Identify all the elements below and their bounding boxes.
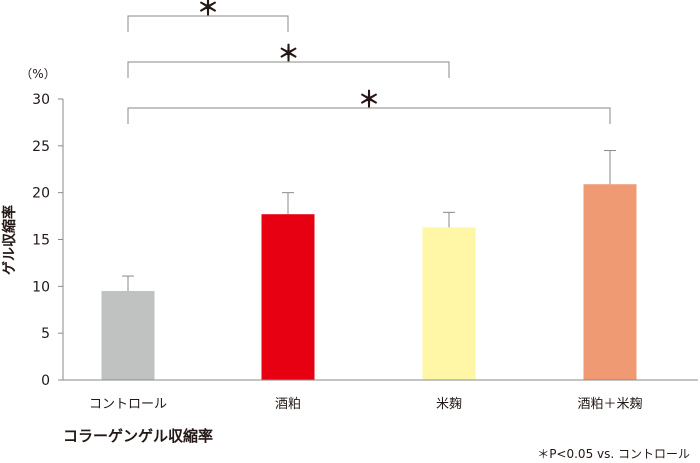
- bar: [261, 214, 315, 380]
- significance-footnote: ＊P<0.05 vs. コントロール: [537, 447, 690, 461]
- significance-bracket: [127, 107, 611, 124]
- y-tick-label: 10: [32, 279, 50, 295]
- bar: [101, 291, 155, 380]
- x-category-label: 酒粕: [275, 397, 301, 412]
- significance-bracket: [127, 15, 289, 32]
- chart-title: コラーゲンゲル収縮率: [63, 427, 213, 445]
- bar: [422, 227, 476, 380]
- y-axis-label: ゲル収縮率: [1, 205, 18, 275]
- y-tick-label: 15: [32, 233, 50, 249]
- significance-star: ＊: [197, 0, 219, 21]
- y-tick-label: 30: [32, 92, 50, 108]
- x-category-label: コントロール: [89, 397, 167, 412]
- category-labels: コントロール 酒粕 米麹 酒粕＋米麹: [89, 396, 643, 412]
- y-unit-label: （%）: [20, 67, 55, 81]
- bars: [101, 184, 637, 380]
- x-category-label: 酒粕＋米麹: [577, 396, 642, 412]
- bar: [583, 184, 637, 380]
- significance-star: ＊: [358, 88, 380, 113]
- significance-star: ＊: [277, 42, 299, 67]
- x-category-label: 米麹: [436, 396, 462, 412]
- error-bars: [122, 150, 616, 292]
- y-tick-label: 20: [32, 186, 50, 202]
- significance-bracket: [127, 61, 450, 78]
- y-tick-label: 25: [32, 139, 50, 155]
- y-tick-label: 0: [41, 373, 50, 389]
- y-tick-label: 5: [41, 326, 50, 342]
- y-axis-ticks: 0 5 10 15 20 25 30: [32, 92, 63, 389]
- significance-brackets: ＊ ＊ ＊: [127, 0, 611, 124]
